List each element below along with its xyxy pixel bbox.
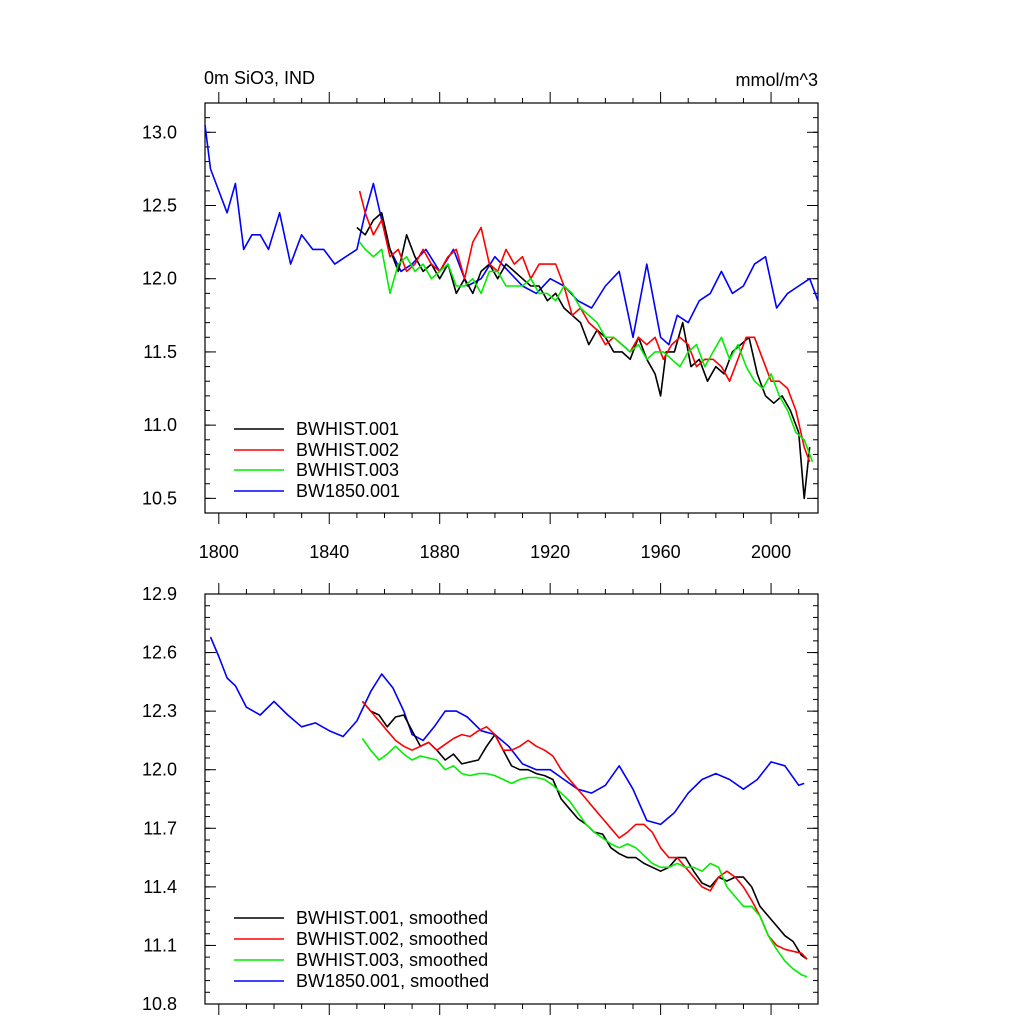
- y-tick-label: 11.5: [143, 342, 177, 362]
- series-line-bw1850-001: [204, 124, 819, 346]
- plot-frame: [204, 593, 819, 1005]
- panel1-title: 0m SiO3, IND: [204, 68, 315, 88]
- legend-label-bwhist-003: BWHIST.003: [296, 460, 399, 480]
- x-tick-label: 1960: [641, 542, 681, 562]
- x-tick-label: 1840: [309, 542, 349, 562]
- legend-label-bwhist-001-smoothed: BWHIST.001, smoothed: [296, 908, 488, 928]
- x-tick-label: 2000: [751, 542, 791, 562]
- legend-label-bwhist-001: BWHIST.001: [296, 419, 399, 439]
- legend-label-bw1850-001: BW1850.001: [296, 481, 400, 501]
- series-line-bwhist-002: [358, 190, 811, 463]
- x-tick-label: 1800: [199, 542, 239, 562]
- legend-label-bwhist-003-smoothed: BWHIST.003, smoothed: [296, 950, 488, 970]
- y-tick-label: 12.3: [142, 701, 177, 721]
- legend-label-bw1850-001-smoothed: BW1850.001, smoothed: [296, 971, 489, 991]
- y-tick-label: 11.4: [143, 877, 177, 897]
- series-line-bwhist-003: [361, 738, 808, 978]
- chart-panel-top: 10.5 11.0 11.5 12.0 12.5 13.0 1800 1840 1880 1920…: [142, 92, 819, 562]
- y-tick-label: 13.0: [142, 122, 177, 142]
- y-tick-label: 12.0: [142, 760, 177, 780]
- y-tick-label: 11.0: [143, 415, 177, 435]
- y-tick-label: 12.6: [142, 643, 177, 663]
- legend-top: BWHIST.001 BWHIST.002 BWHIST.003 BW1850.…: [234, 419, 400, 501]
- series-line-bwhist-001: [356, 212, 811, 500]
- y-tick-label: 11.1: [143, 935, 177, 955]
- series-line-bwhist-002: [361, 700, 808, 960]
- legend-label-bwhist-002-smoothed: BWHIST.002, smoothed: [296, 929, 488, 949]
- y-tick-label: 10.5: [142, 488, 177, 508]
- legend-bottom: BWHIST.001, smoothed BWHIST.002, smoothe…: [234, 908, 489, 991]
- y-tick-label: 10.8: [142, 994, 177, 1014]
- series-line-bwhist-003: [358, 241, 814, 463]
- chart-panel-bottom: 10.8 11.1 11.4 11.7 12.0 12.3 12.6 12.9: [142, 583, 819, 1015]
- legend-label-bwhist-002: BWHIST.002: [296, 440, 399, 460]
- y-tick-label: 12.5: [142, 196, 177, 216]
- panel1-units: mmol/m^3: [736, 70, 818, 90]
- x-tick-label: 1920: [530, 542, 570, 562]
- series-line-bw1850-001: [209, 636, 805, 826]
- x-tick-label: 1880: [420, 542, 460, 562]
- y-tick-label: 12.0: [142, 269, 177, 289]
- y-tick-label: 12.9: [142, 584, 177, 604]
- y-tick-label: 11.7: [143, 818, 177, 838]
